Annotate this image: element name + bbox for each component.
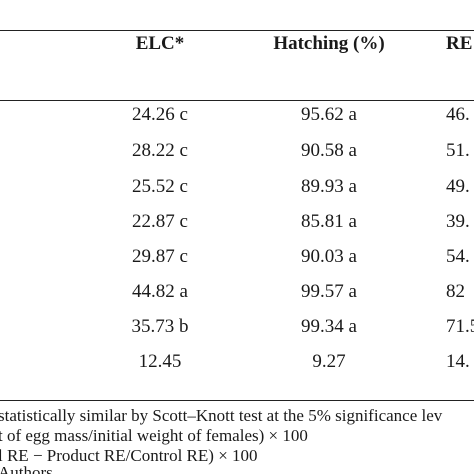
header-elc: ELC* xyxy=(135,33,185,54)
table-cell-hatching: 90.58 a xyxy=(301,140,357,161)
table-top-rule xyxy=(0,30,474,31)
table-cell-elc: 25.52 c xyxy=(132,176,188,197)
table-cell-hatching: 85.81 a xyxy=(301,211,357,232)
table-cell-elc: 24.26 c xyxy=(132,104,188,125)
table-cell-re: 71.5 xyxy=(446,316,474,337)
table-cell-elc: 44.82 a xyxy=(132,281,188,302)
table-cell-hatching: 99.57 a xyxy=(301,281,357,302)
footnote-re-formula: l RE − Product RE/Control RE) × 100 xyxy=(0,446,258,465)
table-cell-elc: 22.87 c xyxy=(132,211,188,232)
table-cell-re: 39. xyxy=(446,211,470,232)
table-cell-hatching: 9.27 xyxy=(312,351,346,372)
table-cell-hatching: 95.62 a xyxy=(301,104,357,125)
table-cell-re: 49. xyxy=(446,176,470,197)
header-hatching: Hatching (%) xyxy=(273,33,385,54)
table-cell-re: 54. xyxy=(446,246,470,267)
footnote-egg-mass: t of egg mass/initial weight of females)… xyxy=(0,426,308,445)
table-bottom-rule xyxy=(0,400,474,401)
footnote-source: Authors. xyxy=(0,463,58,474)
table-cell-elc: 28.22 c xyxy=(132,140,188,161)
table-cell-elc: 29.87 c xyxy=(132,246,188,267)
table-cell-hatching: 99.34 a xyxy=(301,316,357,337)
table-cell-hatching: 90.03 a xyxy=(301,246,357,267)
footnote-scott-knott: statistically similar by Scott–Knott tes… xyxy=(0,406,443,425)
table-cell-re: 51. xyxy=(446,140,470,161)
table-cell-re: 82 xyxy=(446,281,465,302)
table-cell-hatching: 89.93 a xyxy=(301,176,357,197)
table-cell-elc: 35.73 b xyxy=(131,316,189,337)
table-cell-re: 46. xyxy=(446,104,470,125)
table-cell-elc: 12.45 xyxy=(138,351,182,372)
header-bottom-rule xyxy=(0,100,474,101)
header-re: RE xyxy=(446,33,473,54)
table-cell-re: 14. xyxy=(446,351,470,372)
